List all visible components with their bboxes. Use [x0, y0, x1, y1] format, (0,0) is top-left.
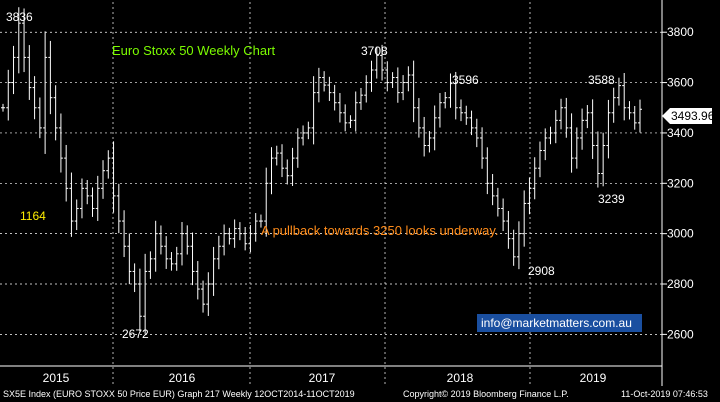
- footer-copyright: Copyright© 2019 Bloomberg Finance L.P.: [403, 389, 569, 399]
- email-box: [477, 314, 642, 332]
- y-tick-label: 3400: [667, 126, 694, 140]
- x-tick-label: 2017: [309, 371, 336, 385]
- annotation-3239: 3239: [598, 192, 625, 206]
- y-tick-label: 3800: [667, 25, 694, 39]
- chart-footer: SX5E Index (EURO STOXX 50 Price EUR) Gra…: [0, 386, 720, 402]
- x-axis: 2015 2016 2017 2018 2019: [0, 365, 662, 385]
- annotation-3596: 3596: [452, 73, 479, 87]
- email-link[interactable]: info@marketmatters.com.au: [481, 316, 632, 330]
- footer-timestamp: 11-Oct-2019 07:46:53: [621, 389, 708, 399]
- y-tick-label: 3000: [667, 227, 694, 241]
- annotation-3588: 3588: [588, 73, 615, 87]
- annotation-3708: 3708: [361, 44, 388, 58]
- y-axis: 2600 2800 3000 3200 3400 3600 3800: [661, 0, 694, 386]
- x-tick-label: 2015: [43, 371, 70, 385]
- y-tick-label: 3200: [667, 176, 694, 190]
- y-tick-label: 3600: [667, 76, 694, 90]
- annotation-comment: A pullback towards 3250 looks underway.: [261, 223, 499, 238]
- last-price-box: [662, 108, 712, 124]
- price-bars: [1, 7, 642, 334]
- y-tick-label: 2800: [667, 277, 694, 291]
- last-price-label: 3493.96: [671, 109, 715, 123]
- annotation-1164: 1164: [20, 209, 46, 223]
- footer-source: SX5E Index (EURO STOXX 50 Price EUR) Gra…: [3, 389, 355, 399]
- annotation-2672: 2672: [122, 327, 149, 341]
- chart-title: Euro Stoxx 50 Weekly Chart: [112, 43, 275, 58]
- x-tick-label: 2018: [447, 371, 474, 385]
- annotation-2908: 2908: [528, 264, 555, 278]
- x-tick-label: 2019: [580, 371, 607, 385]
- x-tick-label: 2016: [169, 371, 196, 385]
- annotation-3836: 3836: [6, 10, 33, 24]
- y-tick-label: 2600: [667, 327, 694, 341]
- chart-grid: [0, 2, 662, 384]
